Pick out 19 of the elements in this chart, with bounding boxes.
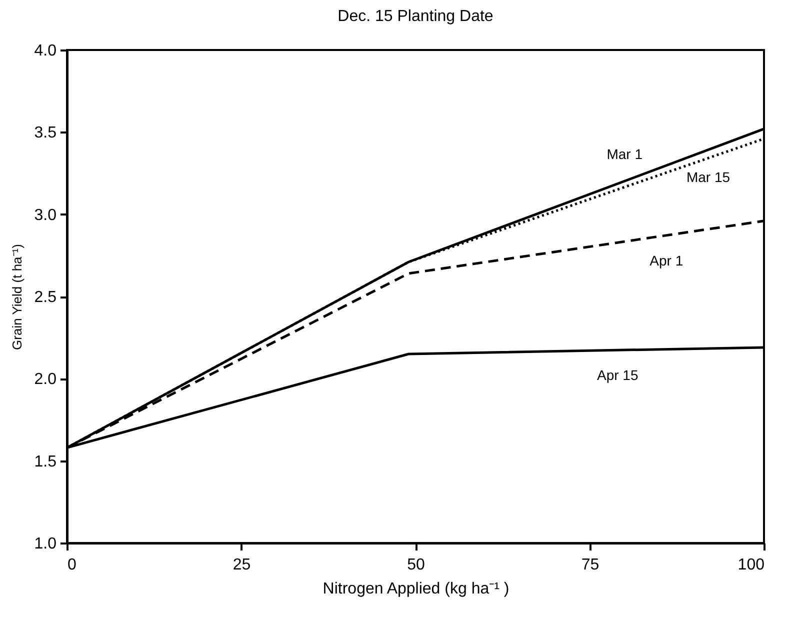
x-tick-label: 75 <box>581 556 600 574</box>
series-label: Apr 1 <box>650 252 684 268</box>
x-tick-label: 100 <box>738 556 765 574</box>
y-axis-title: Grain Yield (t ha⁻¹) <box>9 244 24 350</box>
y-tick-label: 3.5 <box>34 124 57 142</box>
x-tick-label: 50 <box>407 556 425 574</box>
x-tick-label: 25 <box>232 556 251 574</box>
y-tick-label: 4.0 <box>34 42 57 60</box>
y-tick-label: 3.0 <box>34 206 57 224</box>
x-tick-label: 0 <box>68 556 76 574</box>
y-tick-label: 2.5 <box>34 289 57 306</box>
y-tick-label: 1.0 <box>34 536 57 552</box>
series-label: Apr 15 <box>597 367 638 384</box>
series-label: Mar 1 <box>606 146 643 162</box>
y-tick-label: 2.0 <box>34 371 57 388</box>
x-axis-title: Nitrogen Applied (kg ha⁻¹ ) <box>322 580 510 598</box>
chart-title: Dec. 15 Planting Date <box>338 8 494 25</box>
series-label: Mar 15 <box>686 169 730 186</box>
y-tick-label: 1.5 <box>34 453 57 470</box>
